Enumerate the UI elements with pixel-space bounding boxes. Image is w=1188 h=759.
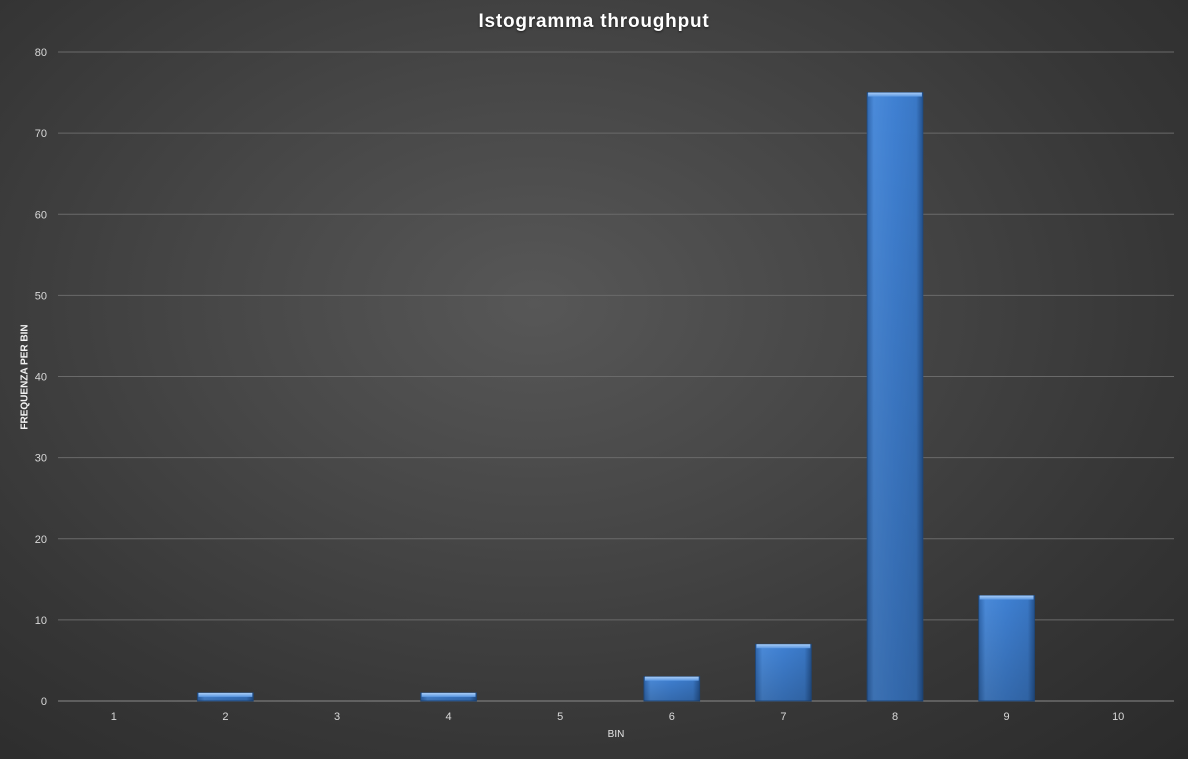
bar-shade xyxy=(420,692,477,701)
bar-highlight xyxy=(421,692,476,697)
bar-highlight xyxy=(868,92,922,97)
y-tick-label: 60 xyxy=(35,209,47,221)
y-tick-label: 30 xyxy=(35,453,47,465)
bar-2 xyxy=(197,692,254,702)
bar-highlight xyxy=(198,692,253,697)
y-tick-label: 40 xyxy=(35,372,47,384)
x-tick-label: 5 xyxy=(557,711,563,723)
bar-highlight xyxy=(756,644,811,649)
bar-7 xyxy=(755,643,812,702)
bar-highlight xyxy=(644,676,699,681)
x-axis-label: BIN xyxy=(607,729,625,740)
y-tick-label: 80 xyxy=(35,47,47,59)
bar-shade xyxy=(643,676,700,701)
bar-shade xyxy=(867,92,923,701)
x-tick-label: 6 xyxy=(669,711,675,723)
bar-highlight xyxy=(979,595,1034,600)
x-tick-label: 4 xyxy=(446,711,452,723)
y-tick-label: 0 xyxy=(41,696,47,708)
bar-8 xyxy=(866,92,924,702)
bar-9 xyxy=(978,595,1035,702)
x-tick-label: 10 xyxy=(1112,711,1124,723)
bar-6 xyxy=(643,676,701,702)
bar-shade xyxy=(978,595,1035,701)
x-tick-label: 7 xyxy=(780,711,786,723)
bar-shade xyxy=(197,692,254,701)
x-tick-label: 9 xyxy=(1004,711,1010,723)
x-tick-label: 1 xyxy=(111,711,117,723)
y-tick-label: 50 xyxy=(35,290,47,302)
y-tick-label: 70 xyxy=(35,128,47,140)
chart-title: Istogramma throughput xyxy=(478,11,710,32)
x-tick-label: 3 xyxy=(334,711,340,723)
y-tick-label: 20 xyxy=(35,534,47,546)
bar-shade xyxy=(755,644,812,701)
x-tick-label: 8 xyxy=(892,711,898,723)
bar-4 xyxy=(420,692,477,702)
x-tick-label: 2 xyxy=(222,711,228,723)
y-tick-label: 10 xyxy=(35,615,47,627)
